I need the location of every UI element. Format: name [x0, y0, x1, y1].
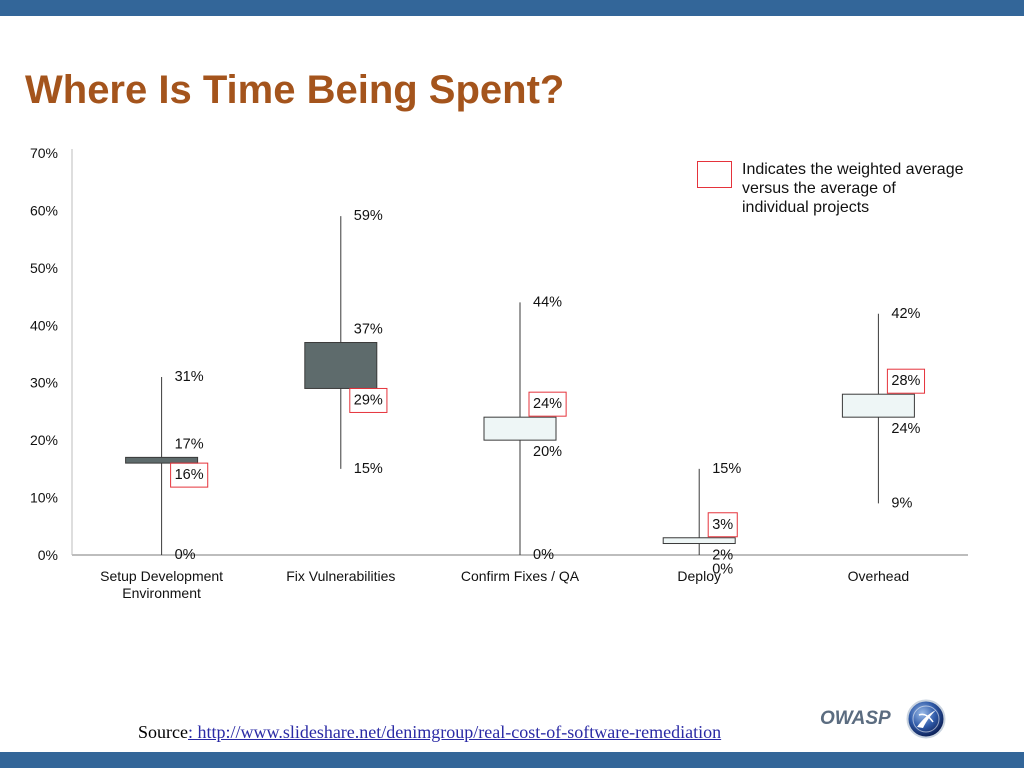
box-low-label: 29%	[354, 392, 383, 408]
box-high-label: 28%	[891, 373, 920, 389]
x-tick-label: Setup Development Environment	[100, 568, 224, 601]
weighted-average-highlight	[349, 387, 388, 413]
y-tick-label: 50%	[30, 260, 58, 276]
legend-line: Indicates the weighted average	[742, 161, 964, 178]
weighted-average-highlight	[528, 391, 567, 417]
x-tick-label: Confirm Fixes / QA	[460, 568, 580, 584]
source-citation: Source: http://www.slideshare.net/denimg…	[138, 721, 721, 743]
legend-text: Indicates the weighted average versus th…	[742, 160, 963, 217]
box-high-label: 37%	[354, 322, 383, 338]
x-tick-label: Deploy	[677, 568, 721, 584]
y-tick-label: 30%	[30, 375, 58, 391]
y-tick-label: 60%	[30, 202, 58, 218]
range-box	[125, 456, 199, 464]
bottom-bar	[0, 752, 1024, 768]
owasp-globe-icon	[906, 699, 946, 739]
source-link[interactable]: : http://www.slideshare.net/denimgroup/r…	[187, 722, 722, 742]
y-tick-label: 20%	[30, 432, 58, 448]
y-tick-label: 10%	[30, 490, 58, 506]
weighted-average-highlight	[886, 368, 926, 394]
range-box	[841, 393, 915, 418]
box-low-label: 24%	[891, 421, 920, 437]
weighted-average-highlight	[707, 512, 738, 538]
x-tick-label: Fix Vulnerabilities	[286, 568, 396, 584]
min-label: 0%	[712, 562, 733, 578]
logo-text: OWASP	[820, 708, 891, 729]
top-bar	[0, 0, 1024, 16]
min-label: 9%	[891, 495, 912, 511]
box-low-label: 20%	[533, 444, 562, 460]
owasp-logo: OWASP	[820, 699, 950, 739]
box-low-label: 16%	[175, 467, 204, 483]
legend: Indicates the weighted average versus th…	[697, 160, 977, 220]
max-label: 42%	[891, 306, 920, 322]
min-label: 15%	[354, 461, 383, 477]
y-tick-label: 40%	[30, 317, 58, 333]
max-label: 15%	[712, 461, 741, 477]
range-box	[304, 342, 378, 389]
max-label: 59%	[354, 208, 383, 224]
x-tick-label: Overhead	[847, 568, 910, 584]
max-label: 31%	[175, 369, 204, 385]
source-label: Source	[138, 722, 188, 742]
box-low-label: 2%	[712, 548, 733, 564]
slide-title: Where Is Time Being Spent?	[25, 68, 565, 112]
min-label: 0%	[175, 547, 196, 563]
legend-line: individual projects	[742, 199, 870, 216]
weighted-average-highlight	[170, 462, 209, 488]
max-label: 44%	[533, 294, 562, 310]
y-tick-label: 0%	[38, 547, 58, 563]
legend-marker	[697, 161, 732, 188]
range-box	[662, 537, 736, 545]
x-axis-labels: Setup Development Environment Fix Vulnera…	[72, 568, 968, 602]
y-tick-label: 70%	[30, 145, 58, 161]
box-high-label: 24%	[533, 396, 562, 412]
min-label: 0%	[533, 547, 554, 563]
range-box	[483, 416, 557, 441]
legend-line: versus the average of	[742, 180, 896, 197]
box-high-label: 3%	[712, 517, 733, 533]
box-high-label: 17%	[175, 436, 204, 452]
